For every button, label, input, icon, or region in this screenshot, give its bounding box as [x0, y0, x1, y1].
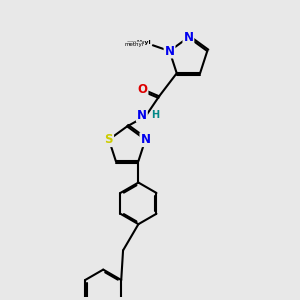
Text: N: N — [164, 45, 175, 58]
Text: O: O — [137, 83, 148, 96]
Text: N: N — [137, 109, 147, 122]
Text: N: N — [183, 31, 194, 44]
Text: methyl: methyl — [124, 41, 143, 46]
Text: N: N — [140, 133, 150, 146]
Text: methyl: methyl — [126, 40, 151, 45]
Text: S: S — [105, 133, 113, 146]
Text: H: H — [152, 110, 160, 121]
